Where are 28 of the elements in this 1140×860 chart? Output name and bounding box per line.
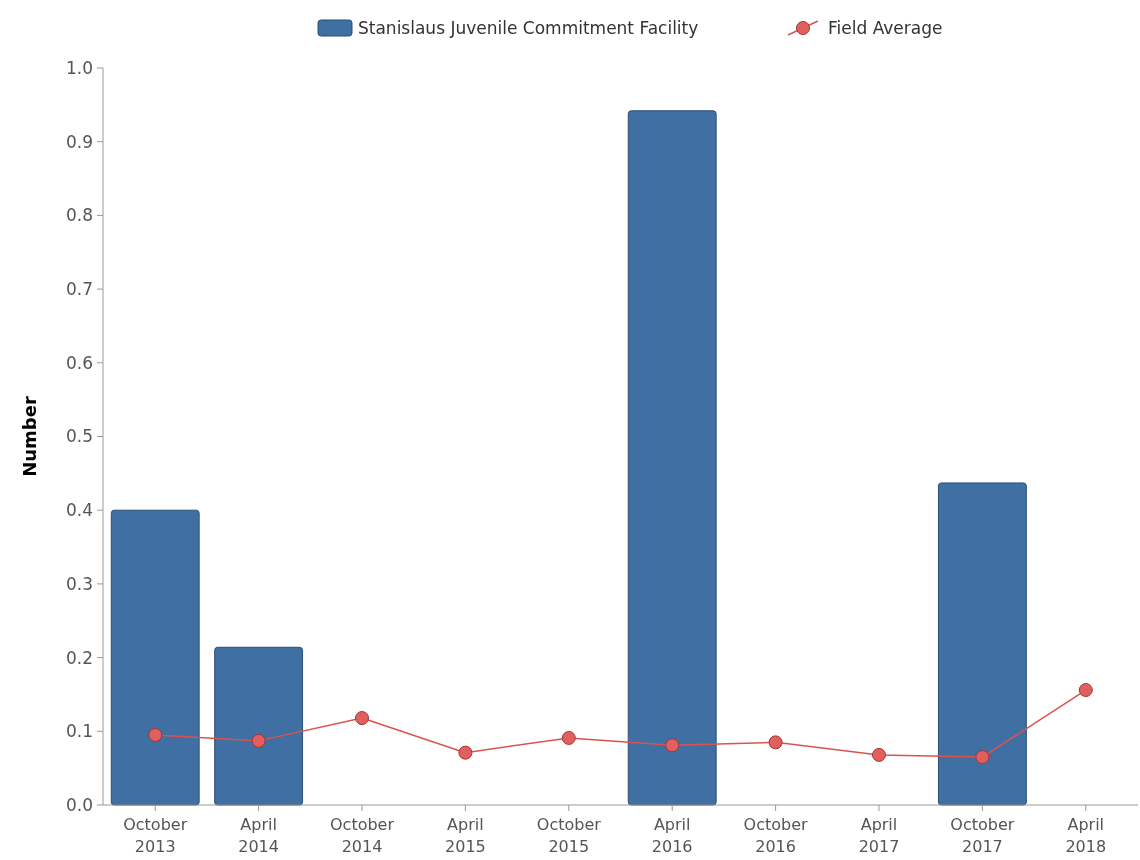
legend-label: Field Average	[828, 17, 943, 38]
y-tick-label: 0.1	[65, 721, 93, 742]
x-tick-label: October 2014	[329, 815, 395, 856]
y-tick-label: 0.8	[65, 205, 93, 226]
x-tick-label: October 2015	[536, 815, 602, 856]
x-tick-label: April 2015	[445, 815, 486, 856]
x-tick-label: April 2018	[1065, 815, 1107, 856]
y-tick-label: 0.0	[65, 794, 93, 815]
y-tick-label: 1.0	[65, 57, 93, 78]
bar	[214, 646, 304, 806]
bar	[937, 482, 1027, 806]
y-tick-label: 0.3	[65, 573, 93, 594]
bar	[110, 509, 200, 806]
x-tick-label: October 2016	[743, 815, 809, 856]
y-tick-label: 0.9	[65, 131, 93, 152]
x-tick-label: October 2013	[123, 815, 188, 856]
y-tick-label: 0.6	[65, 352, 93, 373]
y-tick-label: 0.4	[65, 500, 93, 521]
y-tick-label: 0.2	[65, 647, 93, 668]
x-tick-label: October 2017	[950, 815, 1015, 856]
bar	[627, 110, 717, 806]
y-axis-title: Number	[19, 396, 40, 477]
legend-label: Stanislaus Juvenile Commitment Facility	[358, 17, 699, 38]
x-tick-label: April 2014	[238, 815, 279, 856]
y-tick-label: 0.7	[65, 279, 93, 300]
x-tick-label: April 2016	[651, 815, 693, 856]
x-tick-label: April 2017	[858, 815, 900, 856]
y-tick-label: 0.5	[65, 426, 93, 447]
